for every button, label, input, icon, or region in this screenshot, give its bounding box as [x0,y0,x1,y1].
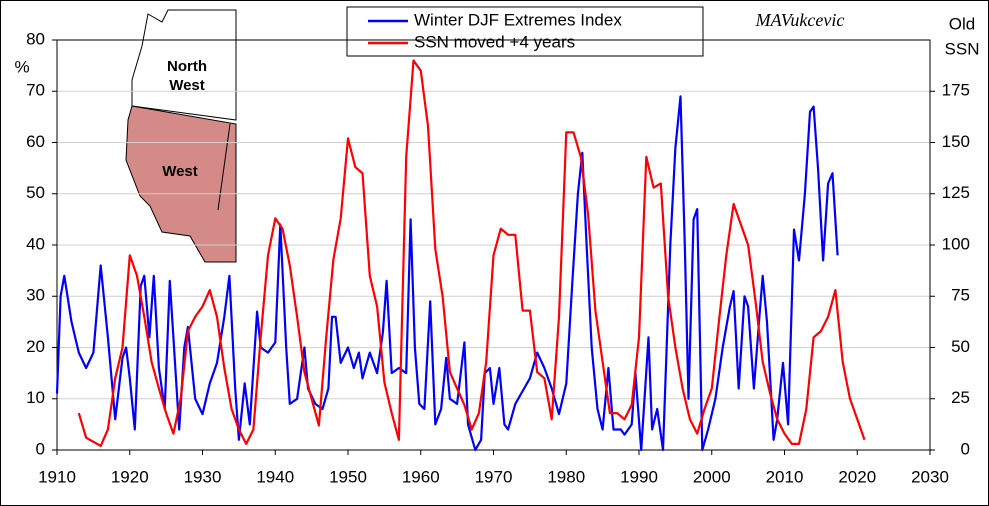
y2-tick-label: 125 [942,183,970,202]
x-tick-label: 2000 [693,467,731,486]
y-axis-label: % [14,57,29,76]
y2-axis-label: Old [949,14,975,33]
y-tick-label: 70 [26,81,45,100]
y-tick-label: 60 [26,132,45,151]
legend [346,6,704,57]
y2-axis-label: SSN [945,39,980,58]
y2-tick-label: 50 [951,337,970,356]
map-northwest [131,9,237,121]
y2-tick-label: 75 [951,286,970,305]
series-line [77,59,866,447]
annotation: MAVukcevic [755,10,845,30]
map-inset [125,9,237,263]
legend-label: SSN moved +4 years [414,32,575,51]
x-tick-label: 1960 [402,467,440,486]
legend-label: Winter DJF Extremes Index [414,10,622,29]
x-tick-label: 1930 [184,467,222,486]
y-tick-label: 30 [26,286,45,305]
y-tick-label: 50 [26,183,45,202]
y-tick-label: 40 [26,234,45,253]
x-tick-label: 1940 [256,467,294,486]
y2-tick-label: 150 [942,132,970,151]
map-west [125,105,237,263]
x-tick-label: 1910 [38,467,76,486]
y2-tick-label: 0 [961,439,970,458]
y2-tick-label: 100 [942,234,970,253]
y-tick-label: 20 [26,337,45,356]
map-label: West [162,163,198,180]
y2-tick-label: 25 [951,388,970,407]
series-line [55,95,839,452]
y-tick-label: 0 [36,439,45,458]
x-tick-label: 1970 [475,467,513,486]
y-tick-label: 10 [26,388,45,407]
map-border [217,123,231,211]
x-tick-label: 2010 [766,467,804,486]
y2-tick-label: 175 [942,81,970,100]
plot-area [56,39,931,451]
map-label: North West [167,58,207,94]
x-tick-label: 1980 [547,467,585,486]
y-tick-label: 80 [26,29,45,48]
x-tick-label: 1950 [329,467,367,486]
x-tick-label: 2020 [838,467,876,486]
x-tick-label: 1990 [620,467,658,486]
x-tick-label: 2030 [911,467,949,486]
x-tick-label: 1920 [111,467,149,486]
